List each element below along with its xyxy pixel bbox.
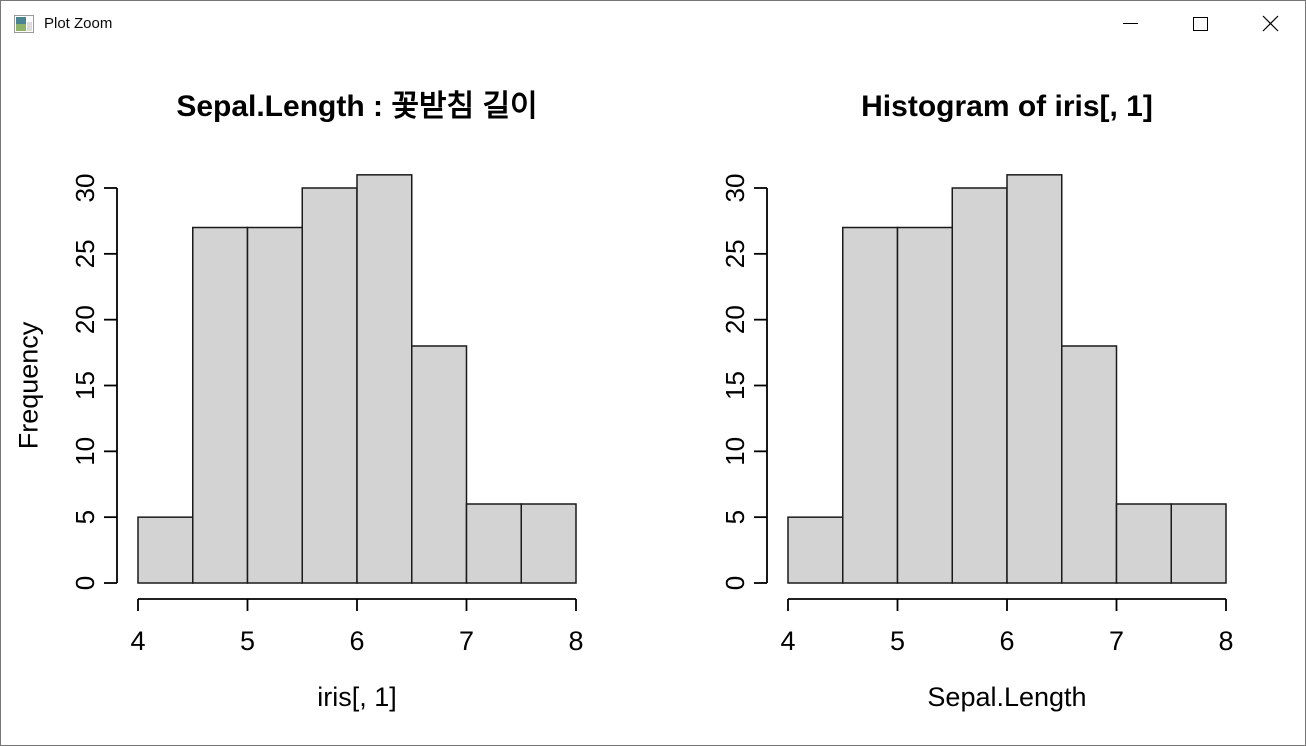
minimize-icon <box>1122 23 1138 24</box>
right-histogram: 0 5 10 15 20 25 30 4 5 6 7 8 Histogram of iris[, 1] S… <box>720 90 1233 712</box>
maximize-button[interactable] <box>1165 1 1235 46</box>
plot-zoom-icon <box>14 14 34 33</box>
histogram-bar <box>842 226 899 584</box>
histogram-bar <box>137 516 194 584</box>
window-controls <box>1095 1 1305 46</box>
chart-title: Histogram of iris[, 1] <box>861 90 1153 123</box>
histogram-bar <box>520 503 577 584</box>
histogram-bar <box>951 187 1008 584</box>
histogram-bar <box>1115 503 1172 584</box>
y-tick-label: 10 <box>720 437 750 466</box>
window-title: Plot Zoom <box>44 15 113 32</box>
histogram-bar <box>192 226 249 584</box>
histogram-bar <box>787 516 844 584</box>
y-tick-label: 10 <box>70 437 100 466</box>
y-tick-label: 30 <box>720 174 750 203</box>
x-tick-label: 7 <box>1109 626 1124 656</box>
histogram-bar <box>896 226 953 584</box>
left-histogram: 0 5 10 15 20 25 30 4 5 6 7 8 Sepal.Length : 꽃받침 길이 ir… <box>13 90 583 712</box>
x-tick-label: 5 <box>240 626 255 656</box>
chart-title: Sepal.Length : 꽃받침 길이 <box>176 90 537 123</box>
close-button[interactable] <box>1235 1 1305 46</box>
titlebar[interactable]: Plot Zoom <box>1 1 1305 46</box>
x-tick-label: 6 <box>999 626 1014 656</box>
histogram-bar <box>465 503 522 584</box>
histogram-bar <box>1006 174 1063 584</box>
y-tick-label: 25 <box>720 239 750 268</box>
x-axis-label: Sepal.Length <box>927 682 1086 712</box>
histogram-bar <box>246 226 303 584</box>
y-tick-label: 25 <box>70 239 100 268</box>
x-tick-label: 5 <box>890 626 905 656</box>
x-tick-label: 4 <box>130 626 145 656</box>
y-tick-label: 5 <box>720 510 750 524</box>
y-tick-label: 0 <box>70 576 100 590</box>
x-tick-label: 8 <box>1218 626 1233 656</box>
minimize-button[interactable] <box>1095 1 1165 46</box>
y-tick-label: 30 <box>70 174 100 203</box>
histogram-bar <box>411 345 468 584</box>
x-tick-label: 4 <box>780 626 795 656</box>
x-tick-label: 8 <box>568 626 583 656</box>
y-tick-label: 0 <box>720 576 750 590</box>
histogram-bar <box>356 174 413 584</box>
x-axis-label: iris[, 1] <box>317 682 397 712</box>
y-tick-label: 15 <box>70 371 100 400</box>
histogram-bar <box>1061 345 1118 584</box>
y-axis-label: Frequency <box>13 321 43 449</box>
x-tick-label: 6 <box>349 626 364 656</box>
y-tick-label: 5 <box>70 510 100 524</box>
close-icon <box>1262 15 1278 32</box>
y-tick-label: 15 <box>720 371 750 400</box>
x-tick-label: 7 <box>459 626 474 656</box>
maximize-icon <box>1192 16 1208 31</box>
histogram-bar <box>301 187 358 584</box>
y-tick-label: 20 <box>70 305 100 334</box>
y-tick-label: 20 <box>720 305 750 334</box>
histogram-bar <box>1170 503 1227 584</box>
